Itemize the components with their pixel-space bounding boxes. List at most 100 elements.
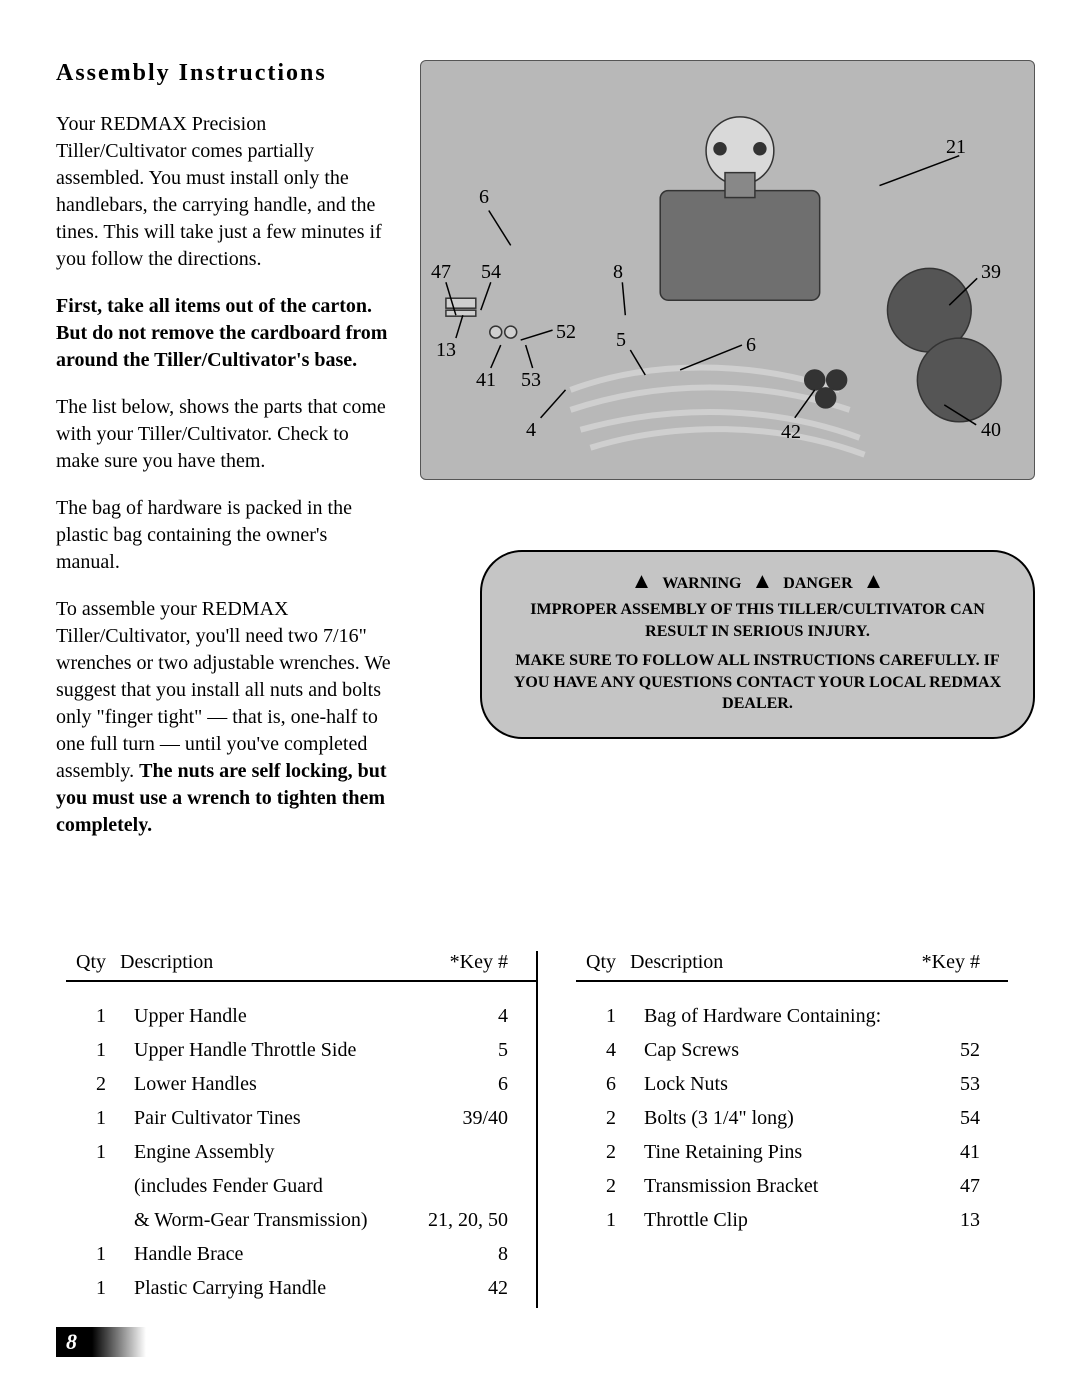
cell-key: 4: [426, 1002, 536, 1030]
cell-desc: & Worm-Gear Transmission): [120, 1206, 426, 1234]
table-row: 1Engine Assembly: [66, 1138, 536, 1166]
cell-key: 54: [898, 1104, 1008, 1132]
table-row: 1Pair Cultivator Tines39/40: [66, 1104, 536, 1132]
cell-desc: Handle Brace: [120, 1240, 426, 1268]
cell-qty: 1: [66, 1002, 120, 1030]
diagram-callout: 13: [436, 339, 456, 362]
cell-desc: Transmission Bracket: [630, 1172, 898, 1200]
table-row: 1Handle Brace8: [66, 1240, 536, 1268]
header-key: *Key #: [426, 951, 536, 974]
diagram-callout: 8: [613, 261, 623, 284]
cell-key: 5: [426, 1036, 536, 1064]
cell-qty: [66, 1172, 120, 1200]
cell-qty: 1: [576, 1002, 630, 1030]
cell-key: 53: [898, 1070, 1008, 1098]
table-row: 1Upper Handle Throttle Side5: [66, 1036, 536, 1064]
cell-qty: 1: [66, 1036, 120, 1064]
cell-desc: Upper Handle: [120, 1002, 426, 1030]
intro-paragraph-4: The bag of hardware is packed in the pla…: [56, 495, 396, 576]
cell-qty: 4: [576, 1036, 630, 1064]
parts-diagram: 21 6 47 54 8 39 52 5 6 13 41 53 4 42 40: [420, 60, 1035, 480]
table-row: 6Lock Nuts53: [576, 1070, 1008, 1098]
intro-paragraph-2: First, take all items out of the carton.…: [56, 293, 396, 374]
cell-desc: Tine Retaining Pins: [630, 1138, 898, 1166]
cell-key: 13: [898, 1206, 1008, 1234]
cell-qty: 2: [576, 1172, 630, 1200]
header-qty: Qty: [576, 951, 630, 974]
cell-qty: 1: [66, 1274, 120, 1302]
warning-icon: ▲: [752, 570, 774, 592]
page-title: Assembly Instructions: [56, 60, 396, 87]
diagram-callout: 4: [526, 419, 536, 442]
cell-key: 47: [898, 1172, 1008, 1200]
diagram-callout: 41: [476, 369, 496, 392]
cell-qty: 6: [576, 1070, 630, 1098]
cell-key: 39/40: [426, 1104, 536, 1132]
diagram-callout: 21: [946, 136, 966, 159]
table-row: 1Bag of Hardware Containing:: [576, 1002, 1008, 1030]
cell-key: [898, 1002, 1008, 1030]
cell-key: 6: [426, 1070, 536, 1098]
header-desc: Description: [120, 951, 426, 974]
table-row: 2Bolts (3 1/4" long)54: [576, 1104, 1008, 1132]
page-number: 8: [56, 1327, 146, 1357]
header-desc: Description: [630, 951, 898, 974]
cell-key: 41: [898, 1138, 1008, 1166]
diagram-callout: 53: [521, 369, 541, 392]
table-row: (includes Fender Guard: [66, 1172, 536, 1200]
cell-qty: 1: [66, 1240, 120, 1268]
parts-table-right: Qty Description *Key # 1Bag of Hardware …: [538, 951, 1008, 1308]
diagram-callout: 6: [746, 334, 756, 357]
intro-paragraph-5a: To assemble your REDMAX Tiller/Cultivato…: [56, 598, 391, 782]
cell-qty: 1: [66, 1104, 120, 1132]
intro-paragraph-5: To assemble your REDMAX Tiller/Cultivato…: [56, 596, 396, 839]
diagram-callout: 54: [481, 261, 501, 284]
warning-label: WARNING: [662, 575, 741, 593]
cell-key: 42: [426, 1274, 536, 1302]
header-key: *Key #: [898, 951, 1008, 974]
cell-key: 21, 20, 50: [426, 1206, 536, 1234]
parts-table-left: Qty Description *Key # 1Upper Handle41Up…: [66, 951, 536, 1308]
warning-line-1: IMPROPER ASSEMBLY OF THIS TILLER/CULTIVA…: [512, 599, 1003, 642]
cell-desc: Throttle Clip: [630, 1206, 898, 1234]
table-row: 1Upper Handle4: [66, 1002, 536, 1030]
diagram-callout: 47: [431, 261, 451, 284]
cell-qty: 2: [576, 1104, 630, 1132]
cell-qty: 2: [66, 1070, 120, 1098]
header-qty: Qty: [66, 951, 120, 974]
table-row: 2Tine Retaining Pins41: [576, 1138, 1008, 1166]
cell-desc: Cap Screws: [630, 1036, 898, 1064]
warning-icon: ▲: [631, 570, 653, 592]
diagram-callout: 39: [981, 261, 1001, 284]
cell-desc: Engine Assembly: [120, 1138, 426, 1166]
warning-box: ▲ WARNING ▲ DANGER ▲ IMPROPER ASSEMBLY O…: [480, 550, 1035, 739]
warning-line-2: MAKE SURE TO FOLLOW ALL INSTRUCTIONS CAR…: [512, 650, 1003, 715]
table-row: 1Plastic Carrying Handle42: [66, 1274, 536, 1302]
cell-desc: Bolts (3 1/4" long): [630, 1104, 898, 1132]
intro-paragraph-3: The list below, shows the parts that com…: [56, 394, 396, 475]
cell-qty: 2: [576, 1138, 630, 1166]
cell-desc: Pair Cultivator Tines: [120, 1104, 426, 1132]
cell-key: [426, 1172, 536, 1200]
cell-desc: (includes Fender Guard: [120, 1172, 426, 1200]
cell-desc: Bag of Hardware Containing:: [630, 1002, 898, 1030]
cell-desc: Upper Handle Throttle Side: [120, 1036, 426, 1064]
cell-desc: Lower Handles: [120, 1070, 426, 1098]
cell-desc: Lock Nuts: [630, 1070, 898, 1098]
diagram-callout: 40: [981, 419, 1001, 442]
cell-desc: Plastic Carrying Handle: [120, 1274, 426, 1302]
intro-paragraph-1: Your REDMAX Precision Tiller/Cultivator …: [56, 111, 396, 273]
diagram-callout: 52: [556, 321, 576, 344]
table-row: & Worm-Gear Transmission)21, 20, 50: [66, 1206, 536, 1234]
cell-qty: [66, 1206, 120, 1234]
table-row: 4Cap Screws52: [576, 1036, 1008, 1064]
diagram-callout: 42: [781, 421, 801, 444]
cell-key: [426, 1138, 536, 1166]
table-row: 2Transmission Bracket47: [576, 1172, 1008, 1200]
table-row: 2Lower Handles6: [66, 1070, 536, 1098]
cell-qty: 1: [576, 1206, 630, 1234]
diagram-callout: 6: [479, 186, 489, 209]
diagram-callout: 5: [616, 329, 626, 352]
warning-icon: ▲: [863, 570, 885, 592]
parts-table: Qty Description *Key # 1Upper Handle41Up…: [56, 951, 1024, 1308]
